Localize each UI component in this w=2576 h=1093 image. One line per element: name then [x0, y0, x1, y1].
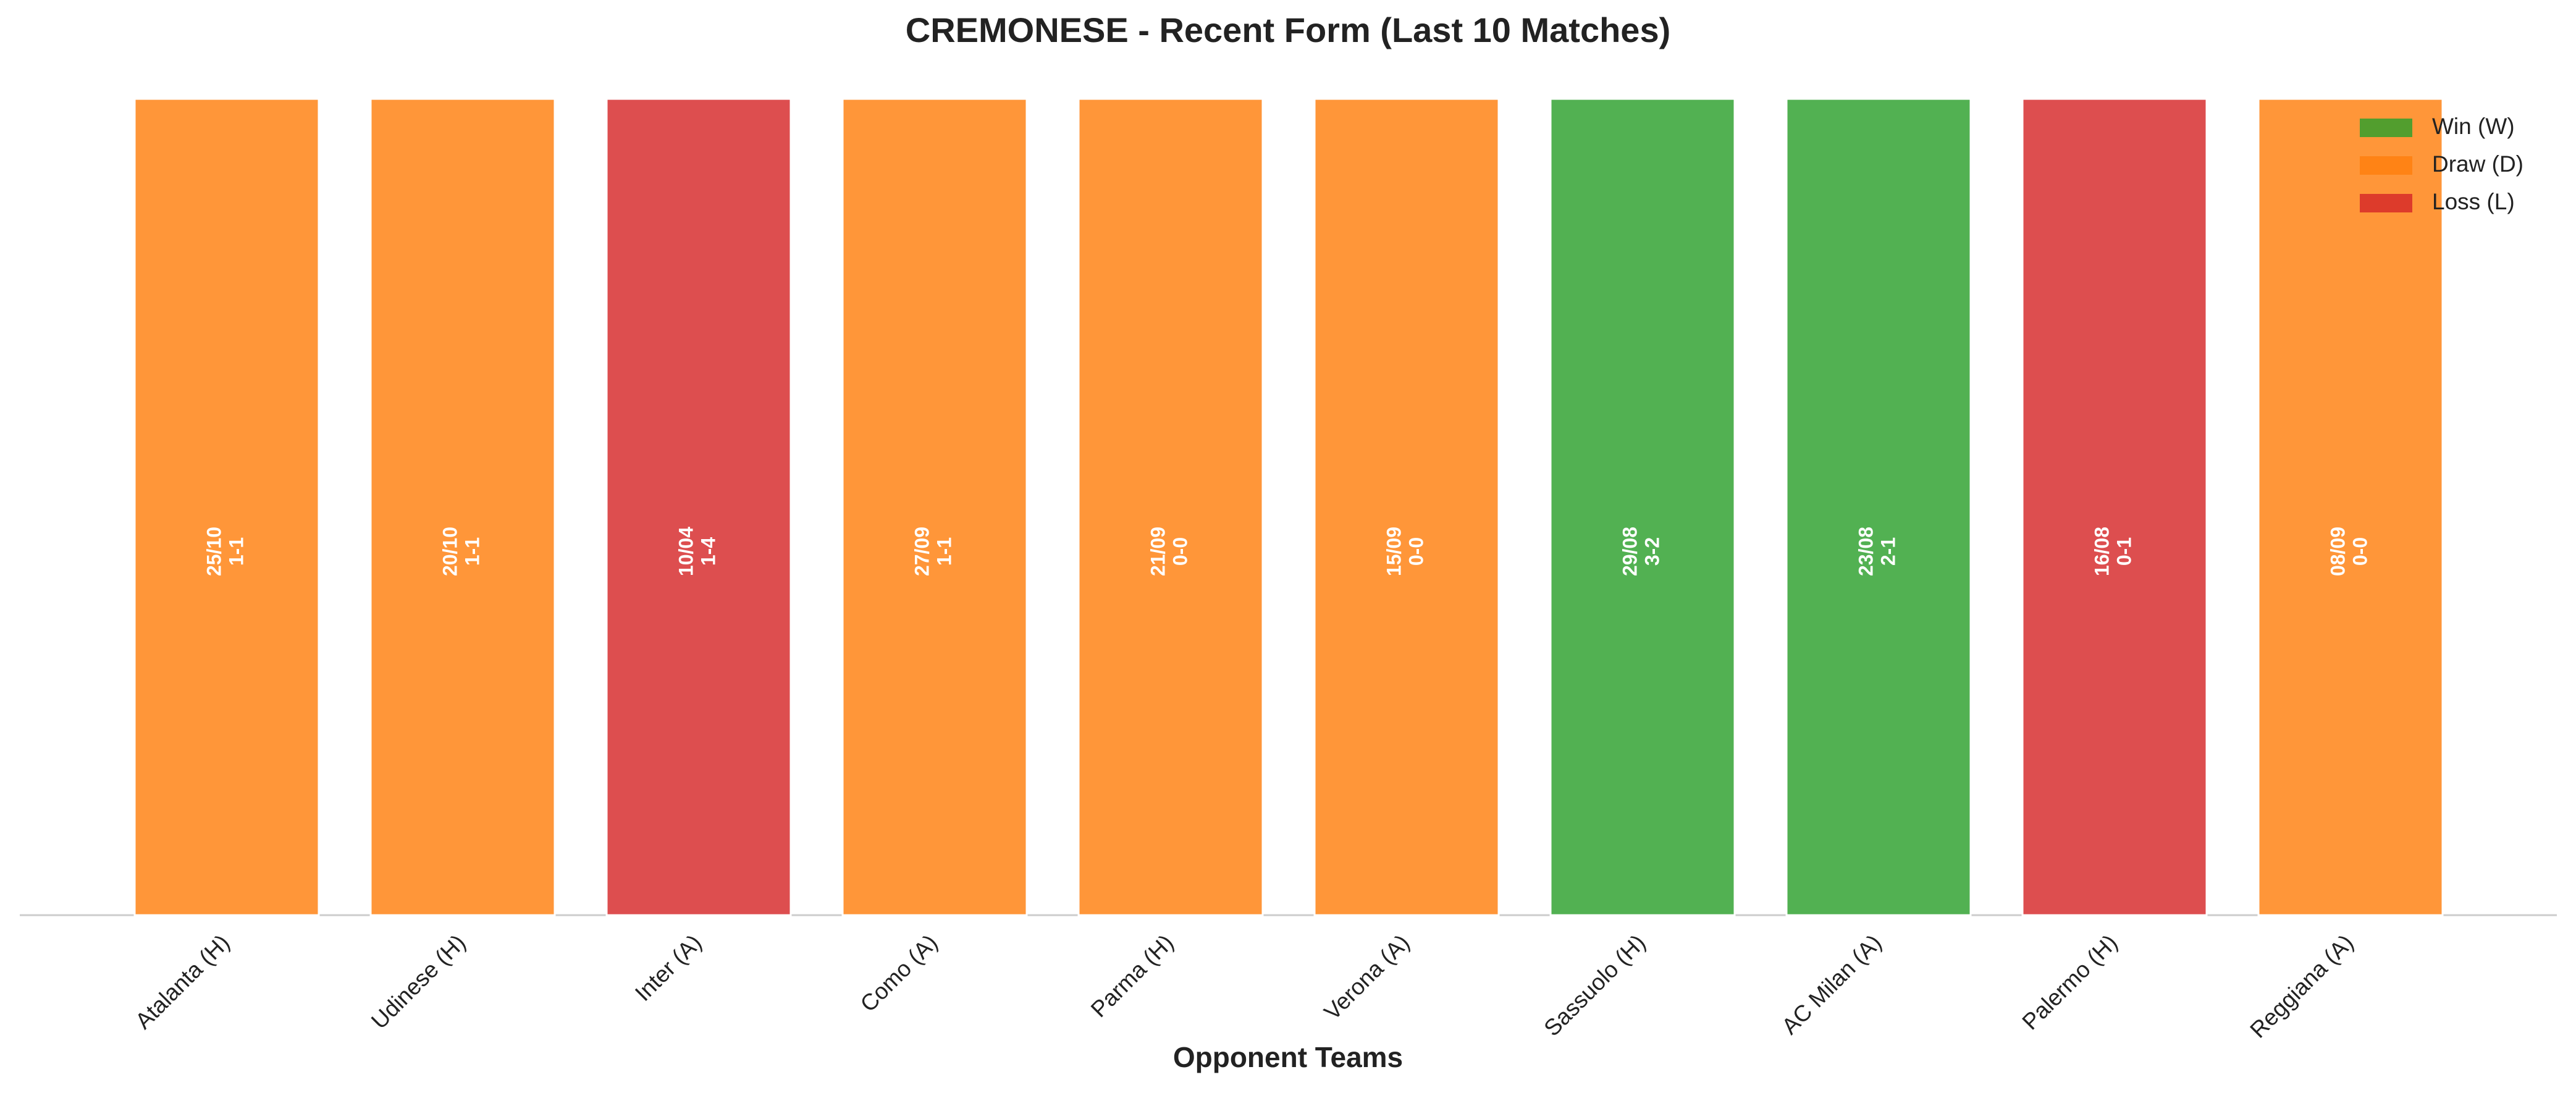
x-tick-label: AC Milan (A)	[1777, 930, 1886, 1039]
bar-score-label: 0-0	[2349, 537, 2371, 566]
chart-title: CREMONESE - Recent Form (Last 10 Matches…	[906, 10, 1670, 49]
bar-date-label: 20/10	[439, 527, 461, 576]
x-axis-label: Opponent Teams	[1173, 1041, 1403, 1073]
bar-date-label: 15/09	[1383, 527, 1405, 576]
x-tick-label: Inter (A)	[630, 930, 706, 1006]
bar-date-label: 10/04	[675, 527, 697, 576]
bar	[1549, 98, 1736, 916]
bar-score-label: 1-4	[697, 537, 719, 566]
bar	[1077, 98, 1264, 916]
bar-date-label: 08/09	[2326, 527, 2349, 576]
bar-score-label: 3-2	[1641, 537, 1663, 566]
bar-score-label: 1-1	[461, 537, 483, 566]
x-tick-label: Atalanta (H)	[130, 930, 235, 1034]
bar-score-label: 0-0	[1169, 537, 1191, 566]
bar-date-label: 21/09	[1147, 527, 1169, 576]
x-tick-label: Palermo (H)	[2018, 930, 2123, 1035]
bar	[369, 98, 556, 916]
bar	[2021, 98, 2208, 916]
x-tick-label: Verona (A)	[1320, 930, 1415, 1025]
bar-date-label: 29/08	[1618, 527, 1641, 576]
x-tick-label: Como (A)	[856, 930, 943, 1017]
bar-date-label: 27/09	[911, 527, 933, 576]
bar-date-label: 25/10	[203, 527, 225, 576]
bar	[605, 98, 792, 916]
bar-score-label: 1-1	[225, 537, 247, 566]
legend-label: Win (W)	[2432, 114, 2515, 139]
legend-swatch	[2360, 119, 2412, 137]
bar-score-label: 0-0	[1405, 537, 1427, 566]
bar-date-label: 23/08	[1854, 527, 1877, 576]
bar	[1313, 98, 1500, 916]
bar-score-label: 1-1	[933, 537, 955, 566]
bar	[2257, 98, 2444, 916]
legend-swatch	[2360, 194, 2412, 212]
legend-label: Loss (L)	[2432, 189, 2515, 214]
bar	[841, 98, 1028, 916]
bar-score-label: 2-1	[1877, 537, 1899, 566]
bar-score-label: 0-1	[2113, 537, 2135, 566]
x-tick-label: Reggiana (A)	[2245, 930, 2358, 1043]
x-tick-label: Parma (H)	[1086, 930, 1179, 1023]
legend-label: Draw (D)	[2432, 151, 2523, 177]
x-tick-label: Sassuolo (H)	[1539, 930, 1650, 1041]
x-tick-label: Udinese (H)	[366, 930, 471, 1034]
legend-swatch	[2360, 156, 2412, 175]
bar	[133, 98, 320, 916]
bar	[1785, 98, 1972, 916]
bar-date-label: 16/08	[2090, 527, 2113, 576]
